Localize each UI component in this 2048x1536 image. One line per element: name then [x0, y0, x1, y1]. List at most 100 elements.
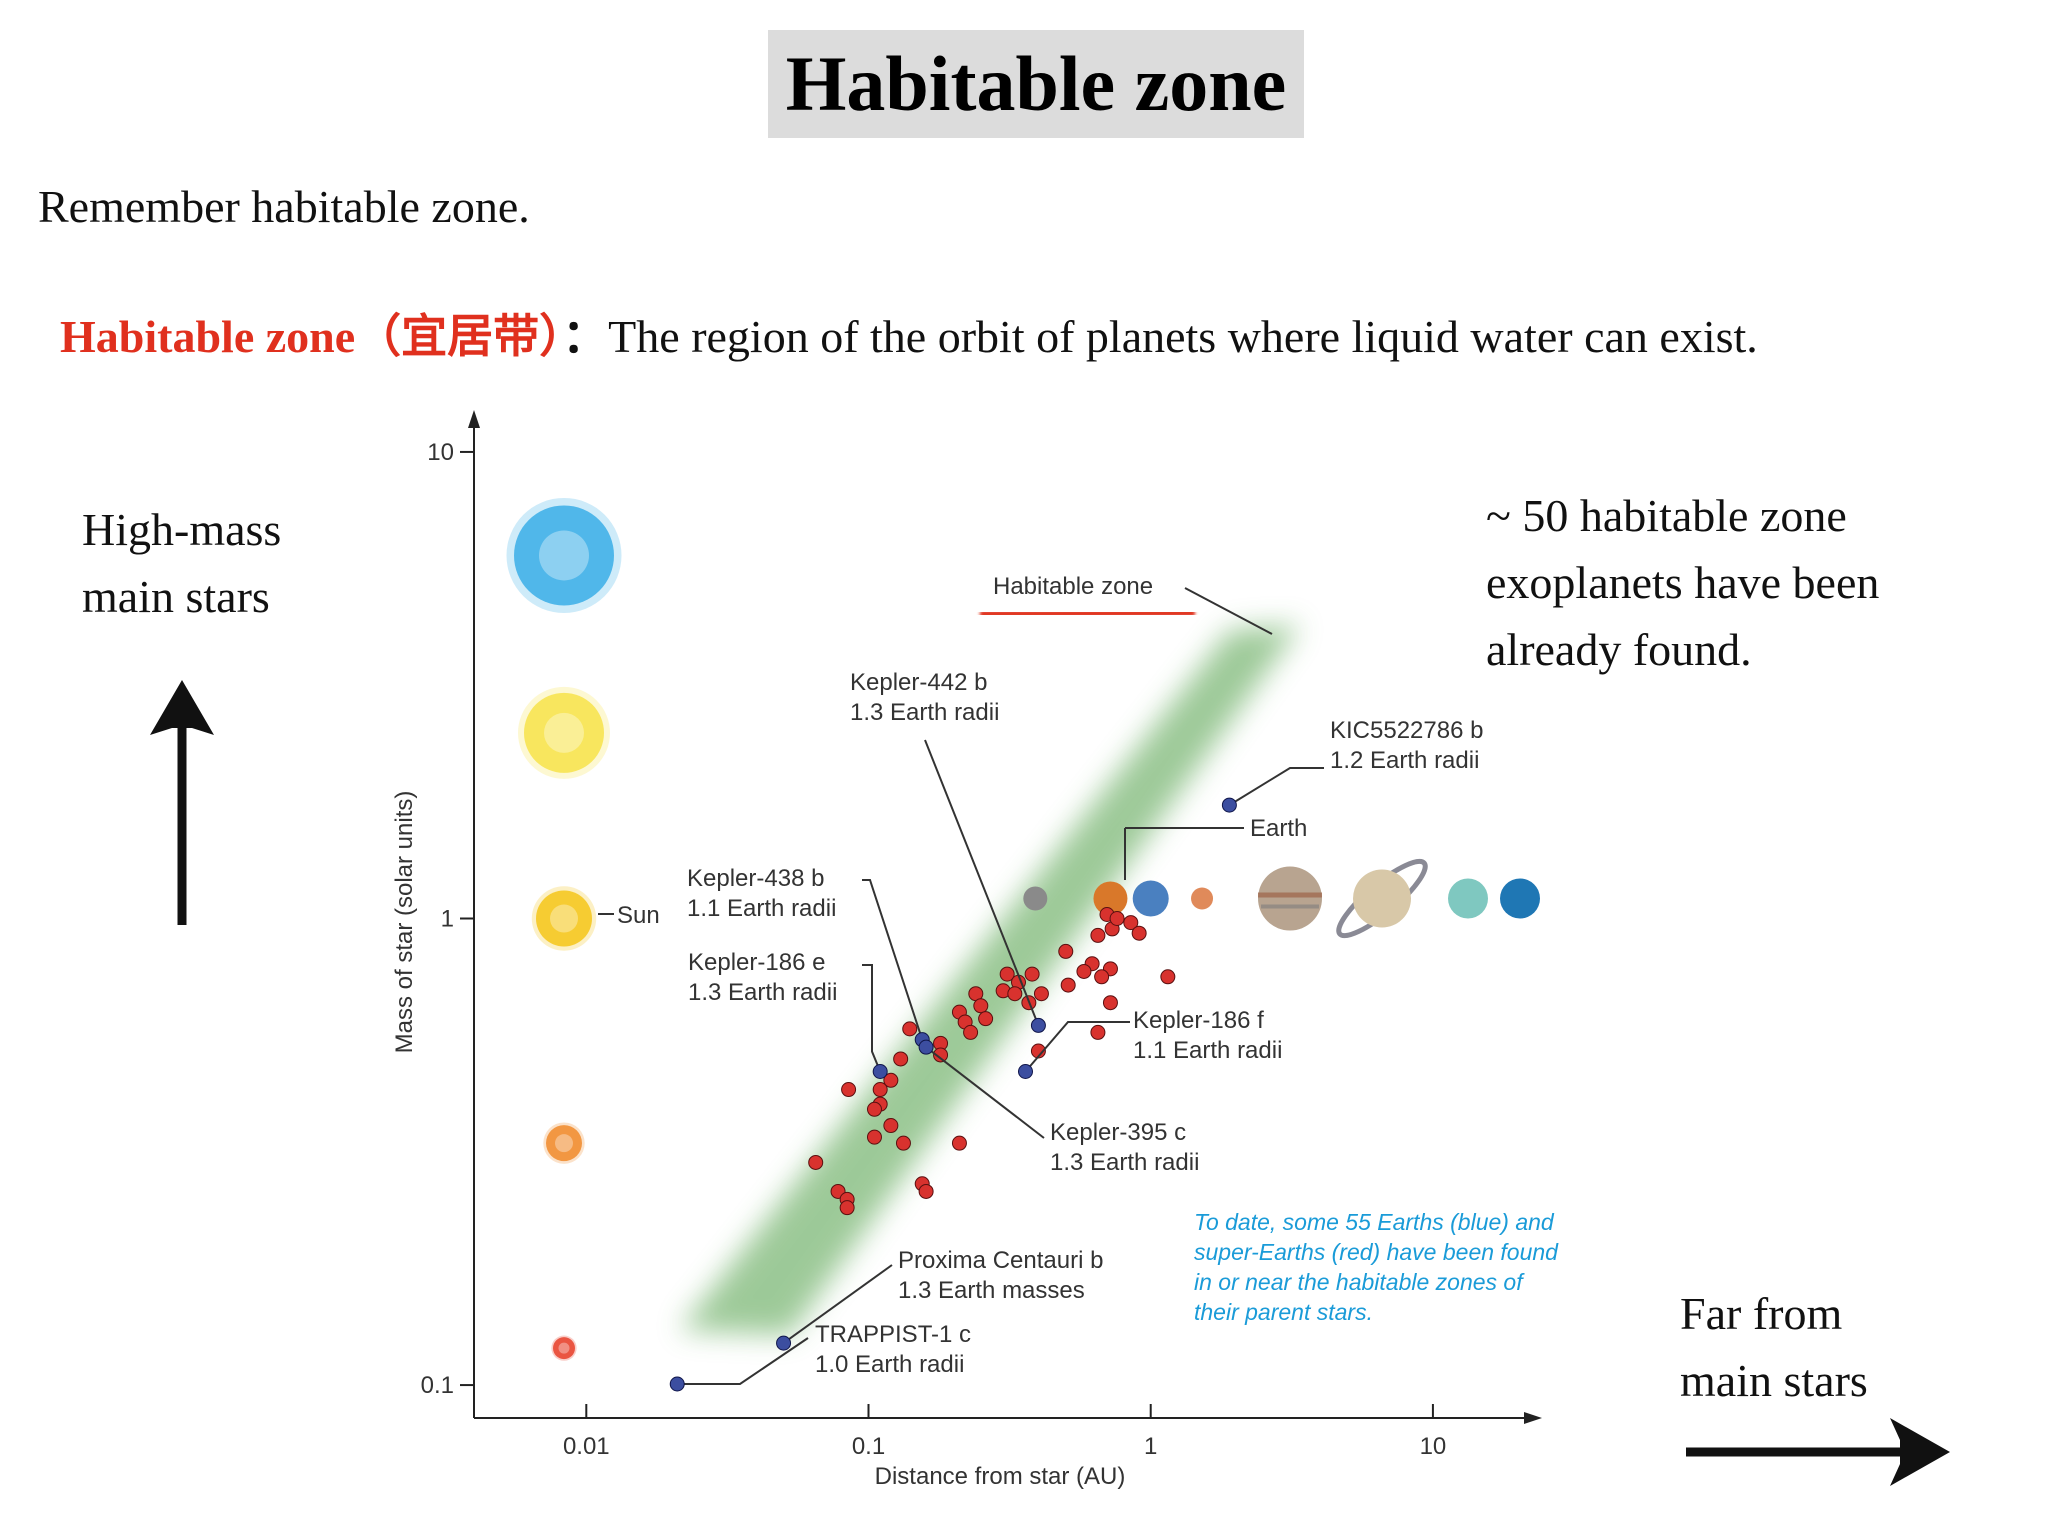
planet-venus-icon — [1093, 881, 1128, 916]
definition-term: Habitable zone（宜居带） — [60, 311, 563, 362]
planet-mercury-icon — [1023, 886, 1048, 911]
exoplanet-point — [872, 1063, 888, 1079]
x-tick-label: 0.1 — [852, 1433, 885, 1460]
exoplanet-point — [866, 1101, 882, 1117]
planet-label-detail: 1.1 Earth radii — [1133, 1037, 1282, 1064]
planet-jupiter-icon — [1258, 866, 1322, 931]
exoplanet-point — [839, 1200, 855, 1216]
axes — [468, 410, 1542, 1424]
exoplanet-point — [1131, 925, 1147, 941]
star-body — [524, 692, 604, 773]
habitable-zone-underline — [979, 609, 1196, 618]
planet-uranus-icon — [1448, 878, 1488, 919]
y-tick-label: 10 — [427, 439, 454, 466]
star-core — [544, 712, 584, 753]
exoplanet-point — [776, 1335, 792, 1351]
bottom-right-note-line: Far from — [1680, 1288, 1843, 1339]
exoplanet-point — [902, 1021, 918, 1037]
x-tick-label: 0.01 — [563, 1433, 610, 1460]
planet-label-name: Kepler-395 c — [1050, 1119, 1186, 1146]
exoplanet-point — [1076, 963, 1092, 979]
planet-neptune-icon — [1500, 878, 1540, 919]
exoplanet-point — [1094, 969, 1110, 985]
planet-label-detail: 1.3 Earth radii — [688, 979, 837, 1006]
exoplanet-point — [1024, 966, 1040, 982]
x-tick-label: 10 — [1420, 1433, 1447, 1460]
planet-body — [1093, 881, 1128, 916]
planet-leader — [924, 739, 1040, 1026]
right-note: ~ 50 habitable zone exoplanets have been… — [1486, 482, 1879, 683]
chart-note-line: their parent stars. — [1194, 1299, 1373, 1325]
exoplanet-point — [1123, 915, 1139, 931]
chart-note-line: super-Earths (red) have been found — [1194, 1239, 1559, 1265]
definition-colon: ： — [562, 311, 609, 362]
up-arrow-icon — [150, 680, 214, 925]
planet-body — [1191, 887, 1214, 910]
exoplanet-point — [1221, 797, 1237, 813]
right-note-line: already found. — [1486, 624, 1752, 675]
exoplanet-point — [918, 1039, 934, 1055]
planet-body — [1448, 878, 1488, 919]
exoplanet-point — [933, 1047, 949, 1063]
exoplanet-point — [808, 1154, 824, 1170]
y-axis-label: Mass of star (solar units) — [391, 791, 418, 1054]
exoplanet-point — [1017, 1063, 1033, 1079]
exoplanet-point — [883, 1072, 899, 1088]
planet-label-name: TRAPPIST-1 c — [815, 1321, 971, 1348]
exoplanet-point — [999, 966, 1015, 982]
planet-leader — [1228, 767, 1324, 806]
exoplanet-point — [951, 1135, 967, 1151]
star-core — [555, 1134, 573, 1153]
planet-leader — [1024, 1021, 1130, 1073]
planet-body — [1023, 886, 1048, 911]
sun-label: Sun — [617, 902, 660, 929]
right-note-line: ~ 50 habitable zone — [1486, 490, 1847, 541]
planet-earth-icon — [1132, 880, 1169, 917]
planet-label-detail: 1.2 Earth radii — [1330, 747, 1479, 774]
exoplanet-point — [1060, 977, 1076, 993]
chart-note: To date, some 55 Earths (blue) and super… — [1194, 1209, 1559, 1325]
chart-note-line: in or near the habitable zones of — [1194, 1269, 1525, 1295]
star-core — [558, 1342, 570, 1354]
exoplanet-point — [1109, 911, 1125, 927]
exoplanet-point — [893, 1051, 909, 1067]
star-body — [546, 1125, 582, 1162]
left-note-line: main stars — [82, 571, 270, 622]
bottom-right-note-line: main stars — [1680, 1355, 1868, 1406]
exoplanet-point — [1033, 986, 1049, 1002]
page-title: Habitable zone — [785, 40, 1287, 127]
exoplanet-point — [1102, 995, 1118, 1011]
planet-saturn-icon — [1336, 858, 1428, 939]
planet-label-detail: 1.3 Earth masses — [898, 1277, 1085, 1304]
planet-body — [1132, 880, 1169, 917]
planet-leader — [782, 1264, 893, 1344]
left-note: High-mass main stars — [82, 496, 281, 630]
planet-label-name: Kepler-186 e — [688, 949, 825, 976]
chart-note-line: To date, some 55 Earths (blue) and — [1194, 1209, 1555, 1235]
planet-label-detail: 1.0 Earth radii — [815, 1351, 964, 1378]
planet-body — [1500, 878, 1540, 919]
star-body — [553, 1337, 575, 1360]
planet-label-name: KIC5522786 b — [1330, 717, 1483, 744]
x-axis-label: Distance from star (AU) — [875, 1463, 1126, 1490]
habitable-zone-label: Habitable zone — [993, 573, 1153, 600]
exoplanet-point — [895, 1135, 911, 1151]
y-tick-label: 1 — [441, 906, 454, 933]
exoplanet-point — [1007, 986, 1023, 1002]
habitable-zone-leader — [1184, 587, 1273, 635]
planet-leader — [925, 1046, 1045, 1139]
exoplanet-point — [669, 1376, 685, 1392]
exoplanet-point — [866, 1129, 882, 1145]
planet-leader — [862, 964, 882, 1072]
planet-label-detail: 1.3 Earth radii — [1050, 1149, 1199, 1176]
planet-label-detail: 1.3 Earth radii — [850, 699, 999, 726]
earth-label: Earth — [1250, 815, 1307, 842]
star-icon — [543, 1122, 585, 1164]
exoplanet-point — [1090, 1024, 1106, 1040]
jupiter-band — [1258, 892, 1322, 898]
exoplanet-point — [1160, 969, 1176, 985]
planet-label-name: Kepler-438 b — [687, 865, 824, 892]
planet-body — [1258, 866, 1322, 931]
exoplanet-point — [841, 1082, 857, 1098]
